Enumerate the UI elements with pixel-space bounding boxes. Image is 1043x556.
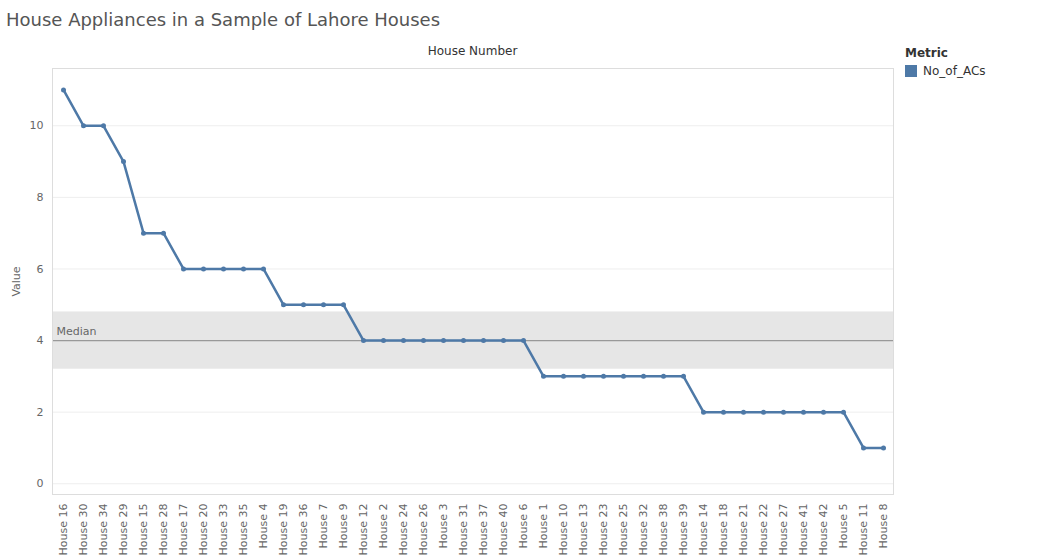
html-text:Metric: Metric [905, 46, 948, 60]
svg-text:House 19: House 19 [277, 504, 290, 556]
svg-text:House 26: House 26 [417, 504, 430, 556]
svg-text:House 35: House 35 [237, 504, 250, 556]
svg-text:House 34: House 34 [97, 504, 110, 556]
svg-text:House 3: House 3 [437, 504, 450, 549]
svg-text:House 36: House 36 [297, 504, 310, 556]
svg-text:House 18: House 18 [717, 504, 730, 556]
svg-text:House 21: House 21 [737, 504, 750, 556]
svg-text:House 11: House 11 [857, 504, 870, 556]
svg-text:Median: Median [57, 325, 97, 338]
svg-text:4: 4 [37, 334, 44, 347]
html-text:House Appliances in a Sample o: House Appliances in a Sample of Lahore H… [6, 9, 440, 30]
svg-text:House 22: House 22 [757, 504, 770, 556]
svg-text:House 12: House 12 [357, 504, 370, 556]
html-text:No_of_ACs: No_of_ACs [923, 64, 986, 78]
html-text:House Number: House Number [427, 44, 518, 58]
svg-text:House 37: House 37 [477, 504, 490, 556]
svg-text:House 16: House 16 [57, 504, 70, 556]
svg-text:House 5: House 5 [837, 504, 850, 549]
svg-text:House 40: House 40 [497, 504, 510, 556]
svg-text:House 23: House 23 [597, 504, 610, 556]
svg-text:House 29: House 29 [117, 504, 130, 556]
svg-text:8: 8 [37, 191, 44, 204]
svg-text:House 13: House 13 [577, 504, 590, 556]
svg-text:House 20: House 20 [197, 504, 210, 556]
svg-text:House 28: House 28 [157, 504, 170, 556]
svg-text:House 30: House 30 [77, 504, 90, 556]
svg-text:House 8: House 8 [877, 504, 890, 549]
svg-text:House 10: House 10 [557, 504, 570, 556]
svg-text:House 6: House 6 [517, 504, 530, 549]
svg-text:10: 10 [30, 119, 44, 132]
svg-text:House 4: House 4 [257, 504, 270, 549]
svg-text:House 9: House 9 [337, 504, 350, 549]
svg-text:6: 6 [37, 262, 44, 275]
svg-text:House 17: House 17 [177, 504, 190, 556]
svg-text:House 27: House 27 [777, 504, 790, 556]
svg-text:House 33: House 33 [217, 504, 230, 556]
svg-text:House 14: House 14 [697, 504, 710, 556]
svg-text:0: 0 [37, 477, 44, 490]
svg-text:House 42: House 42 [817, 504, 830, 556]
svg-text:2: 2 [37, 406, 44, 419]
svg-text:House 32: House 32 [637, 504, 650, 556]
svg-text:House 41: House 41 [797, 504, 810, 556]
svg-text:House 39: House 39 [677, 504, 690, 556]
svg-text:House 25: House 25 [617, 504, 630, 556]
svg-text:House 24: House 24 [397, 504, 410, 556]
svg-text:House 15: House 15 [137, 504, 150, 556]
svg-text:House 2: House 2 [377, 504, 390, 549]
svg-text:House 7: House 7 [317, 504, 330, 549]
svg-text:Value: Value [10, 266, 23, 296]
svg-text:House 38: House 38 [657, 504, 670, 556]
svg-text:House 1: House 1 [537, 504, 550, 549]
svg-text:House 31: House 31 [457, 504, 470, 556]
